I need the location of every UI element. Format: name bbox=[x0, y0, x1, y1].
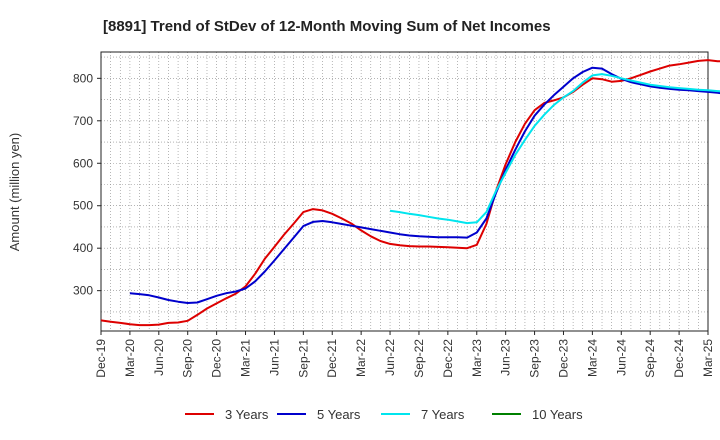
x-tick-label: Sep-24 bbox=[643, 339, 657, 378]
x-tick-label: Dec-19 bbox=[94, 339, 108, 378]
series-line bbox=[129, 66, 720, 304]
x-tick-label: Dec-21 bbox=[325, 339, 339, 378]
legend-label: 3 Years bbox=[225, 407, 269, 422]
y-axis-label: Amount (million yen) bbox=[7, 133, 22, 252]
y-tick-label: 300 bbox=[73, 284, 93, 298]
y-tick-label: 700 bbox=[73, 114, 93, 128]
x-tick-label: Dec-24 bbox=[672, 339, 686, 378]
x-tick-label: Dec-23 bbox=[556, 339, 570, 378]
series-line bbox=[389, 73, 720, 225]
y-tick-label: 800 bbox=[73, 71, 93, 85]
x-tick-label: Jun-20 bbox=[152, 339, 166, 376]
grid bbox=[101, 52, 708, 331]
plot-area bbox=[100, 51, 709, 332]
x-tick-label: Dec-22 bbox=[441, 339, 455, 378]
series-line bbox=[100, 59, 720, 327]
y-axis: 300 400 500 600 700 800 bbox=[73, 71, 101, 298]
legend: 3 Years 5 Years 7 Years 10 Years bbox=[185, 407, 583, 422]
x-tick-label: Jun-24 bbox=[614, 339, 628, 376]
y-tick-label: 500 bbox=[73, 199, 93, 213]
x-tick-label: Mar-24 bbox=[585, 339, 599, 377]
x-tick-label: Sep-20 bbox=[181, 339, 195, 378]
x-axis: Dec-19 Mar-20 Jun-20 Sep-20 Dec-20 Mar-21 Jun-… bbox=[94, 331, 715, 378]
x-tick-label: Sep-23 bbox=[528, 339, 542, 378]
legend-label: 7 Years bbox=[421, 407, 465, 422]
x-tick-label: Sep-21 bbox=[296, 339, 310, 378]
x-tick-label: Mar-22 bbox=[354, 339, 368, 377]
x-tick-label: Jun-23 bbox=[499, 339, 513, 376]
x-tick-label: Mar-25 bbox=[701, 339, 715, 377]
series-group bbox=[100, 59, 720, 327]
legend-label: 10 Years bbox=[532, 407, 583, 422]
x-tick-label: Mar-23 bbox=[470, 339, 484, 377]
chart-title: [8891] Trend of StDev of 12-Month Moving… bbox=[103, 18, 551, 35]
x-tick-label: Sep-22 bbox=[412, 339, 426, 378]
x-tick-label: Jun-22 bbox=[383, 339, 397, 376]
x-tick-label: Mar-21 bbox=[239, 339, 253, 377]
x-tick-label: Jun-21 bbox=[267, 339, 281, 376]
y-tick-label: 600 bbox=[73, 156, 93, 170]
x-tick-label: Dec-20 bbox=[210, 339, 224, 378]
legend-label: 5 Years bbox=[317, 407, 361, 422]
x-tick-label: Mar-20 bbox=[123, 339, 137, 377]
y-tick-label: 400 bbox=[73, 241, 93, 255]
